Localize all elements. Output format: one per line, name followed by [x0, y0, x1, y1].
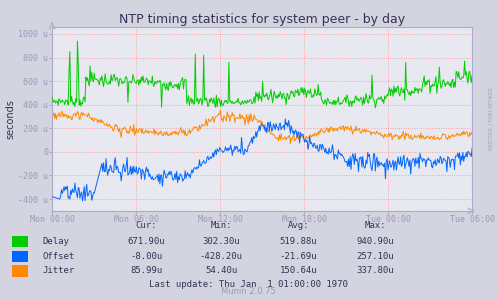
Y-axis label: seconds: seconds: [5, 99, 15, 139]
Text: 337.80u: 337.80u: [356, 266, 394, 275]
Text: Min:: Min:: [210, 221, 232, 230]
Text: Offset: Offset: [42, 252, 75, 261]
Text: 257.10u: 257.10u: [356, 252, 394, 261]
Text: -21.69u: -21.69u: [279, 252, 317, 261]
Text: Jitter: Jitter: [42, 266, 75, 275]
Text: Max:: Max:: [364, 221, 386, 230]
Text: Last update: Thu Jan  1 01:00:00 1970: Last update: Thu Jan 1 01:00:00 1970: [149, 280, 348, 289]
Text: -8.00u: -8.00u: [131, 252, 163, 261]
Text: 671.90u: 671.90u: [128, 237, 166, 246]
Text: 85.99u: 85.99u: [131, 266, 163, 275]
Text: 519.88u: 519.88u: [279, 237, 317, 246]
Text: 54.40u: 54.40u: [205, 266, 237, 275]
Text: Munin 2.0.75: Munin 2.0.75: [221, 287, 276, 296]
Text: Cur:: Cur:: [136, 221, 158, 230]
Text: RRDTOOL / TOBI OETIKER: RRDTOOL / TOBI OETIKER: [489, 88, 494, 150]
Text: 940.90u: 940.90u: [356, 237, 394, 246]
Text: 302.30u: 302.30u: [202, 237, 240, 246]
Text: Avg:: Avg:: [287, 221, 309, 230]
Text: Delay: Delay: [42, 237, 69, 246]
Title: NTP timing statistics for system peer - by day: NTP timing statistics for system peer - …: [119, 13, 405, 26]
Text: -428.20u: -428.20u: [200, 252, 243, 261]
Text: 150.64u: 150.64u: [279, 266, 317, 275]
